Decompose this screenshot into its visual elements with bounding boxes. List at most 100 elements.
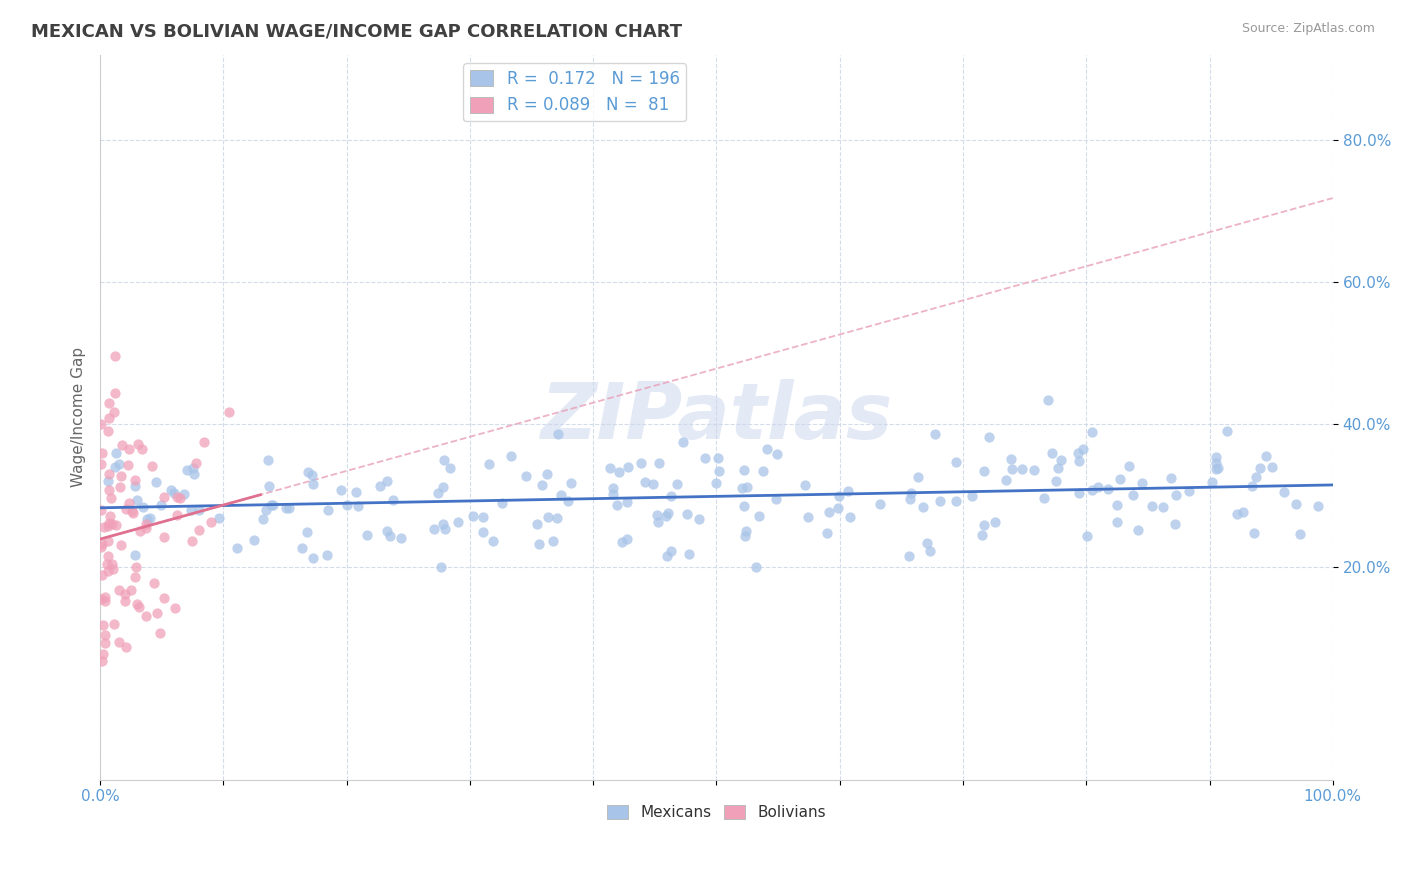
Point bbox=[97, 483, 120, 498]
Point bbox=[794, 478, 817, 492]
Point bbox=[472, 524, 495, 539]
Point bbox=[735, 524, 758, 538]
Point bbox=[911, 500, 934, 514]
Point bbox=[1081, 425, 1104, 439]
Point bbox=[160, 483, 183, 497]
Point bbox=[531, 478, 554, 492]
Point bbox=[111, 438, 134, 452]
Point bbox=[153, 490, 176, 504]
Point bbox=[630, 456, 652, 470]
Point bbox=[1105, 515, 1128, 529]
Point bbox=[114, 594, 136, 608]
Point bbox=[645, 508, 668, 522]
Point bbox=[389, 532, 412, 546]
Point bbox=[1050, 453, 1073, 467]
Point bbox=[97, 549, 120, 563]
Point bbox=[124, 548, 146, 562]
Point bbox=[648, 456, 671, 470]
Point bbox=[960, 490, 983, 504]
Point bbox=[176, 463, 198, 477]
Point bbox=[97, 516, 120, 530]
Point bbox=[382, 492, 405, 507]
Point bbox=[257, 479, 280, 493]
Point bbox=[97, 565, 120, 579]
Point bbox=[647, 515, 669, 529]
Point bbox=[118, 442, 141, 456]
Point bbox=[541, 534, 564, 549]
Point bbox=[91, 445, 114, 459]
Point bbox=[897, 549, 920, 564]
Point bbox=[97, 519, 120, 533]
Point bbox=[426, 486, 449, 500]
Point bbox=[432, 480, 454, 494]
Point bbox=[118, 496, 141, 510]
Point bbox=[91, 568, 114, 582]
Point bbox=[994, 474, 1017, 488]
Point bbox=[1036, 393, 1059, 408]
Point bbox=[1285, 497, 1308, 511]
Point bbox=[1254, 449, 1277, 463]
Point bbox=[733, 463, 755, 477]
Point bbox=[252, 512, 274, 526]
Point bbox=[752, 464, 775, 478]
Point bbox=[356, 528, 378, 542]
Point bbox=[169, 491, 191, 505]
Point bbox=[368, 479, 391, 493]
Point bbox=[180, 503, 202, 517]
Point bbox=[634, 475, 657, 489]
Point bbox=[1109, 472, 1132, 486]
Point bbox=[472, 510, 495, 524]
Point bbox=[96, 557, 118, 571]
Point bbox=[557, 494, 579, 508]
Point bbox=[1272, 484, 1295, 499]
Point bbox=[330, 483, 353, 497]
Point bbox=[166, 490, 188, 504]
Point bbox=[135, 521, 157, 535]
Point bbox=[1071, 442, 1094, 457]
Point bbox=[336, 498, 359, 512]
Point bbox=[546, 511, 568, 525]
Point bbox=[101, 516, 124, 531]
Point bbox=[1216, 424, 1239, 438]
Point bbox=[461, 508, 484, 523]
Point bbox=[132, 500, 155, 514]
Point bbox=[1107, 498, 1129, 512]
Point bbox=[1243, 526, 1265, 541]
Point bbox=[145, 475, 167, 490]
Point bbox=[433, 522, 456, 536]
Point bbox=[110, 537, 132, 551]
Point bbox=[200, 515, 222, 529]
Point bbox=[120, 583, 142, 598]
Point bbox=[433, 453, 456, 467]
Point bbox=[125, 492, 148, 507]
Point bbox=[277, 501, 299, 516]
Point bbox=[1164, 517, 1187, 532]
Point bbox=[1000, 451, 1022, 466]
Point bbox=[125, 560, 148, 574]
Point bbox=[1249, 460, 1271, 475]
Point bbox=[103, 562, 125, 576]
Point bbox=[1205, 456, 1227, 470]
Point bbox=[430, 559, 453, 574]
Point bbox=[257, 452, 280, 467]
Point bbox=[731, 481, 754, 495]
Point bbox=[900, 485, 922, 500]
Point bbox=[97, 534, 120, 549]
Point bbox=[666, 477, 689, 491]
Legend: Mexicans, Bolivians: Mexicans, Bolivians bbox=[600, 798, 832, 826]
Point bbox=[1122, 488, 1144, 502]
Point bbox=[657, 506, 679, 520]
Point bbox=[145, 606, 167, 620]
Point bbox=[375, 524, 398, 538]
Point bbox=[839, 510, 862, 524]
Point bbox=[1024, 463, 1046, 477]
Point bbox=[973, 518, 995, 533]
Point bbox=[707, 450, 730, 465]
Point bbox=[837, 484, 859, 499]
Point bbox=[915, 536, 938, 550]
Point bbox=[124, 570, 146, 584]
Point bbox=[110, 468, 132, 483]
Point bbox=[439, 461, 461, 475]
Point bbox=[1232, 505, 1254, 519]
Point bbox=[301, 467, 323, 482]
